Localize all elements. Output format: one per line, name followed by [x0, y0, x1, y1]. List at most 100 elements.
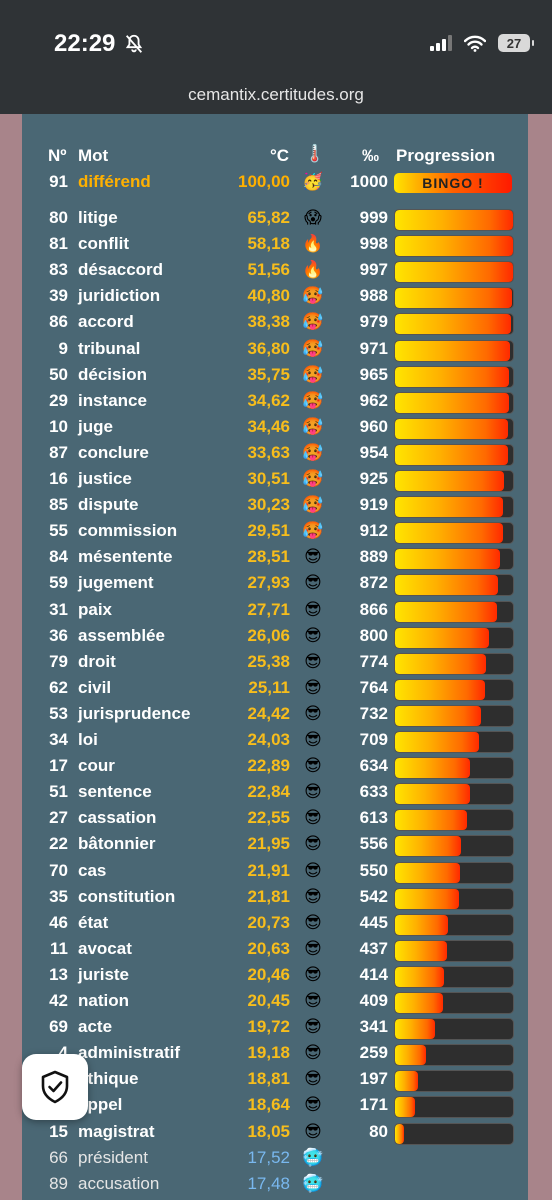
guess-word: acte	[78, 1017, 113, 1036]
guess-word: président	[78, 1148, 148, 1167]
guess-number: 55	[49, 521, 68, 540]
page-background: Nº Mot °C 🌡️ ‰ Progression 91 différend …	[0, 114, 552, 1200]
guess-temperature: 17,48	[247, 1174, 290, 1193]
temperature-emoji-icon: 😎	[304, 626, 322, 645]
guess-temperature: 18,81	[247, 1069, 290, 1088]
temperature-emoji-icon: 🥵	[302, 339, 324, 358]
guess-row: 39 juridiction 40,80 🥵 988	[22, 286, 528, 312]
guess-temperature: 33,63	[247, 443, 290, 462]
guess-row: 13 juriste 20,46 😎 414	[22, 965, 528, 991]
temperature-emoji-icon: 🥵	[302, 521, 324, 540]
temperature-emoji-icon: 😎	[304, 939, 322, 958]
guess-number: 51	[49, 782, 68, 801]
guess-number: 42	[49, 991, 68, 1010]
guess-temperature: 30,51	[247, 469, 290, 488]
progress-bar	[394, 496, 514, 518]
guess-word: cas	[78, 861, 107, 880]
guess-temperature: 65,82	[247, 208, 290, 227]
temperature-emoji-icon: 😎	[304, 782, 322, 801]
guess-word: conflit	[78, 234, 129, 253]
guess-number: 39	[49, 286, 68, 305]
guess-row: 69 acte 19,72 😎 341	[22, 1017, 528, 1043]
progress-bar	[394, 862, 514, 884]
guess-row: 42 nation 20,45 😎 409	[22, 991, 528, 1017]
guess-row: 35 constitution 21,81 😎 542	[22, 887, 528, 913]
guess-word: différend	[78, 172, 151, 191]
guess-word: conclure	[78, 443, 149, 462]
guess-word: mésentente	[78, 547, 173, 566]
guess-permil: 999	[359, 208, 388, 227]
guess-number: 80	[49, 208, 68, 227]
progress-bar	[394, 470, 514, 492]
guess-permil: 732	[359, 704, 388, 723]
guess-permil: 613	[359, 808, 388, 827]
progress-fill	[395, 1019, 436, 1039]
header-progress: Progression	[396, 146, 496, 165]
temperature-emoji-icon: 🥵	[302, 495, 324, 514]
progress-fill	[395, 967, 444, 987]
guess-word: cour	[78, 756, 115, 775]
progress-fill	[395, 732, 479, 752]
guess-number: 62	[49, 678, 68, 697]
guess-row: 16 justice 30,51 🥵 925	[22, 469, 528, 495]
guess-number: 11	[50, 939, 68, 958]
guess-word: nation	[78, 991, 129, 1010]
progress-bar	[394, 340, 514, 362]
progress-bar	[394, 783, 514, 805]
guess-word: juge	[78, 417, 113, 436]
temperature-emoji-icon: 😎	[304, 704, 322, 723]
guess-temperature: 20,73	[247, 913, 290, 932]
battery-indicator: 27	[498, 34, 534, 52]
progress-bar	[394, 1044, 514, 1066]
progress-bar	[394, 392, 514, 414]
progress-fill	[395, 706, 482, 726]
guess-word: magistrat	[78, 1122, 155, 1141]
guess-temperature: 51,56	[247, 260, 290, 279]
guess-permil: 965	[359, 365, 388, 384]
time-text: 22:29	[54, 30, 116, 57]
progress-fill	[395, 654, 487, 674]
guess-row: 87 conclure 33,63 🥵 954	[22, 443, 528, 469]
guess-row: appel 18,64 😎 171	[22, 1095, 528, 1121]
guess-row: 51 sentence 22,84 😎 633	[22, 782, 528, 808]
guess-row: 4 administratif 19,18 😎 259	[22, 1043, 528, 1069]
temperature-emoji-icon: 😱	[304, 208, 322, 227]
temperature-emoji-icon: 😎	[304, 1069, 322, 1088]
guess-temperature: 58,18	[247, 234, 290, 253]
guess-permil: 197	[359, 1069, 388, 1088]
guess-permil: 550	[359, 861, 388, 880]
progress-fill	[395, 1097, 416, 1117]
guess-word: justice	[78, 469, 132, 488]
status-bar: 22:29 27	[0, 0, 552, 80]
guess-permil: 979	[359, 312, 388, 331]
progress-bar	[394, 1070, 514, 1092]
guess-number: 84	[49, 547, 68, 566]
progress-fill	[395, 784, 470, 804]
guess-number: 46	[49, 913, 68, 932]
guess-row: 70 cas 21,91 😎 550	[22, 861, 528, 887]
progress-fill	[395, 758, 470, 778]
progress-fill	[395, 419, 509, 439]
guess-temperature: 24,42	[247, 704, 290, 723]
guess-permil: 774	[359, 652, 388, 671]
progress-fill	[395, 445, 508, 465]
guess-temperature: 18,64	[247, 1095, 290, 1114]
progress-fill	[395, 1124, 405, 1144]
progress-bar	[394, 1018, 514, 1040]
header-temperature: °C	[270, 146, 290, 165]
shield-button[interactable]	[22, 1054, 88, 1120]
url-text: cemantix.certitudes.org	[188, 85, 364, 104]
progress-bar	[394, 313, 514, 335]
progress-bar	[394, 209, 514, 231]
guess-word: juridiction	[78, 286, 161, 305]
temperature-emoji-icon: 🥶	[302, 1148, 324, 1167]
guess-temperature: 21,91	[247, 861, 290, 880]
progress-fill	[395, 523, 503, 543]
guess-temperature: 25,11	[248, 678, 290, 697]
guess-permil: 866	[359, 600, 388, 619]
progress-bar	[394, 287, 514, 309]
address-bar[interactable]: cemantix.certitudes.org	[0, 80, 552, 114]
progress-bar	[394, 418, 514, 440]
progress-bar	[394, 809, 514, 831]
guess-temperature: 24,03	[247, 730, 290, 749]
